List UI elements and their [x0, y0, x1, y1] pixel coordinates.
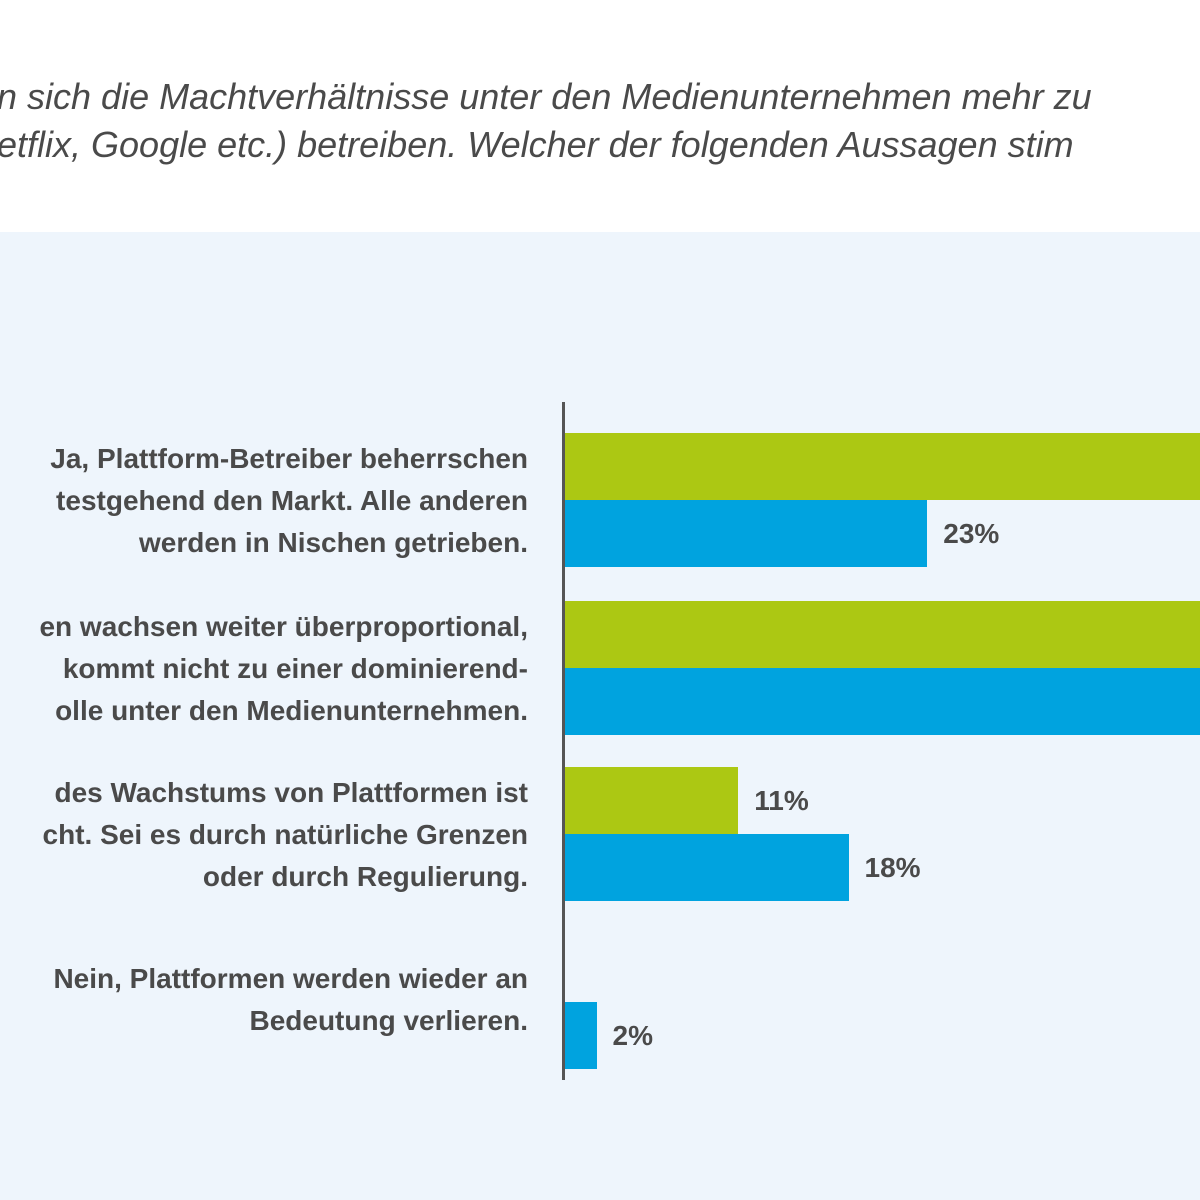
category-label-line: Bedeutung verlieren.	[249, 1005, 528, 1036]
category-label: des Wachstums von Plattformen ist cht. Se…	[43, 772, 528, 898]
category-label-line: en wachsen weiter überproportional,	[39, 611, 528, 642]
survey-question: n sich die Machtverhältnisse unter den M…	[0, 72, 1200, 182]
category-label-line: testgehend den Markt. Alle anderen	[56, 485, 528, 516]
bar	[565, 668, 1200, 735]
category-label-line: Ja, Plattform-Betreiber beherrschen	[50, 443, 528, 474]
bar	[565, 500, 928, 567]
category-label-line: des Wachstums von Plattformen ist	[54, 777, 529, 808]
category-label: Nein, Plattformen werden wieder an Bedeut…	[53, 958, 528, 1042]
bar	[565, 834, 849, 901]
data-label: 18%	[864, 851, 921, 883]
category-label: en wachsen weiter überproportional, kommt…	[39, 606, 528, 732]
data-label: 11%	[754, 784, 809, 816]
category-label-line: oder durch Regulierung.	[202, 861, 528, 892]
question-line-2: etflix, Google etc.) betreiben. Welcher …	[0, 124, 1074, 165]
category-label-line: olle unter den Medienunternehmen.	[55, 695, 528, 726]
category-label-line: cht. Sei es durch natürliche Grenzen	[42, 819, 528, 850]
question-line-1: n sich die Machtverhältnisse unter den M…	[0, 76, 1092, 117]
bar	[565, 1002, 597, 1069]
bar	[565, 767, 739, 834]
category-label: Ja, Plattform-Betreiber beherrschen testg…	[50, 438, 528, 564]
y-axis-line	[562, 402, 565, 1080]
category-label-line: kommt nicht zu einer dominierend-	[62, 653, 528, 684]
data-label: 23%	[943, 517, 1000, 549]
bar	[565, 433, 1200, 500]
category-label-line: werden in Nischen getrieben.	[139, 527, 528, 558]
data-label: 2%	[612, 1019, 653, 1051]
bar	[565, 601, 1200, 668]
category-label-line: Nein, Plattformen werden wieder an	[53, 963, 528, 994]
